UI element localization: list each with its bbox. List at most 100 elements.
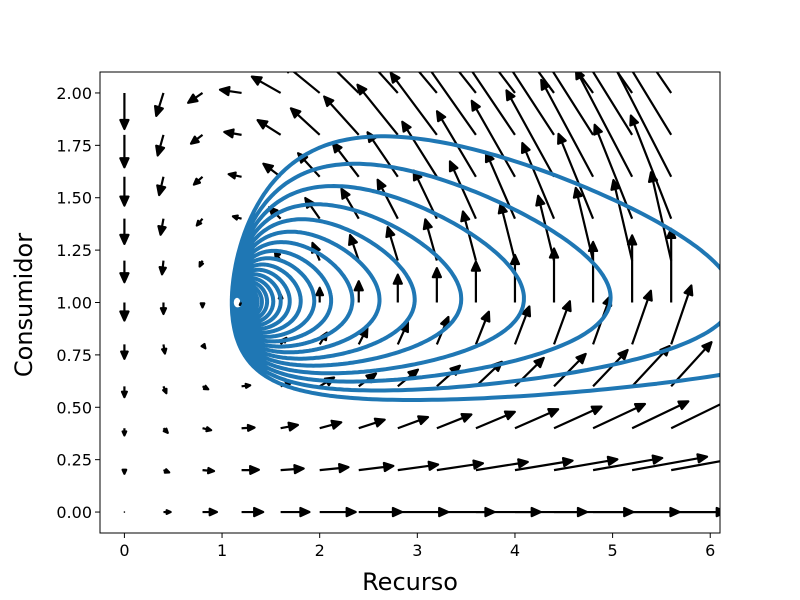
vector-arrow [435, 110, 477, 178]
vector-arrow [227, 171, 242, 180]
vector-arrow [631, 289, 653, 345]
y-tick-label: 0.75 [56, 346, 92, 365]
vector-arrow [159, 302, 168, 316]
vector-arrow [119, 134, 130, 169]
vector-arrow [187, 92, 204, 104]
vector-arrow [670, 403, 720, 430]
vector-arrow [358, 506, 404, 518]
vector-arrow [223, 128, 242, 139]
vector-arrow [553, 455, 619, 472]
vector-arrow [397, 415, 430, 430]
vector-arrow [121, 468, 128, 475]
vector-arrow [670, 284, 694, 345]
vector-arrow [474, 310, 491, 345]
vector-arrow [497, 72, 516, 94]
vector-arrow [280, 421, 300, 432]
vector-arrow [626, 234, 638, 303]
vector-arrow [189, 133, 204, 145]
y-tick-label: 1.25 [56, 241, 92, 260]
vector-arrow [241, 423, 256, 432]
vector-arrow [631, 453, 709, 472]
vector-arrow [163, 509, 172, 515]
x-tick-label: 2 [315, 541, 325, 560]
vector-arrow [425, 72, 477, 136]
vector-arrow [198, 260, 205, 268]
vector-arrow [551, 72, 594, 136]
vector-arrow [436, 412, 473, 430]
vector-arrow [470, 99, 516, 178]
vector-arrow [162, 385, 168, 395]
vector-arrow [155, 134, 166, 157]
vector-arrow [557, 132, 595, 220]
x-tick-label: 6 [705, 541, 715, 560]
vector-arrow [162, 427, 169, 434]
vector-arrow [256, 119, 282, 136]
vector-arrow [157, 218, 167, 236]
vector-arrow [572, 186, 595, 261]
vector-arrow [353, 280, 364, 303]
x-axis-ticks: 0 1 2 3 4 5 6 [119, 533, 715, 560]
vector-arrow [385, 226, 399, 261]
y-tick-label: 1.00 [56, 294, 92, 313]
vector-arrow [629, 114, 673, 220]
vector-arrow [250, 75, 282, 94]
y-tick-label: 1.75 [56, 136, 92, 155]
vector-arrow [156, 176, 167, 197]
vector-arrow [389, 72, 438, 136]
vector-arrow [475, 410, 516, 430]
vector-arrow [671, 510, 720, 514]
vector-arrow [592, 402, 647, 430]
vector-arrow [514, 457, 574, 472]
vector-arrow [280, 463, 305, 475]
vector-arrow [319, 506, 357, 518]
vector-arrow [448, 160, 477, 220]
vector-arrow [514, 356, 545, 388]
vector-arrow [315, 286, 325, 303]
vector-arrow [202, 426, 213, 433]
x-axis-label: Recurso [362, 568, 458, 596]
y-tick-label: 0.50 [56, 398, 92, 417]
vector-arrow [195, 217, 204, 227]
y-tick-label: 2.00 [56, 84, 92, 103]
trajectory-group [229, 134, 720, 402]
vector-arrow [199, 302, 206, 309]
vector-arrow [202, 384, 210, 391]
vector-arrow [514, 408, 560, 430]
vector-arrow [591, 72, 634, 136]
vector-arrow [119, 176, 130, 207]
vector-arrow [592, 348, 629, 388]
vector-arrow [153, 92, 165, 117]
vector-arrow [120, 386, 128, 399]
vector-arrow [358, 417, 386, 430]
vector-arrow [417, 72, 438, 94]
vector-arrow [535, 194, 556, 261]
y-tick-label: 1.50 [56, 189, 92, 208]
vector-arrow [120, 344, 129, 360]
vector-arrow [323, 95, 360, 136]
vector-arrow [231, 214, 242, 221]
vector-arrow [392, 273, 403, 303]
vector-arrow [471, 72, 516, 136]
vector-arrow [241, 506, 265, 518]
vector-arrow [377, 72, 399, 94]
vector-arrow [202, 466, 216, 475]
y-axis-label: Consumidor [10, 233, 38, 377]
y-tick-label: 0.25 [56, 451, 92, 470]
vector-arrow [280, 506, 311, 518]
vector-arrow [592, 454, 664, 472]
x-tick-label: 3 [412, 541, 422, 560]
vector-arrow [119, 218, 130, 245]
vector-arrow [241, 464, 260, 475]
vector-arrow [553, 405, 603, 430]
x-tick-label: 0 [119, 541, 129, 560]
vector-arrow [470, 260, 482, 303]
vector-arrow [670, 460, 720, 472]
vector-arrow [319, 462, 350, 474]
vector-arrow [123, 511, 126, 513]
vector-arrow [475, 458, 529, 472]
vector-arrow [511, 72, 555, 136]
vector-arrow [286, 72, 321, 94]
vector-arrow [158, 260, 167, 276]
